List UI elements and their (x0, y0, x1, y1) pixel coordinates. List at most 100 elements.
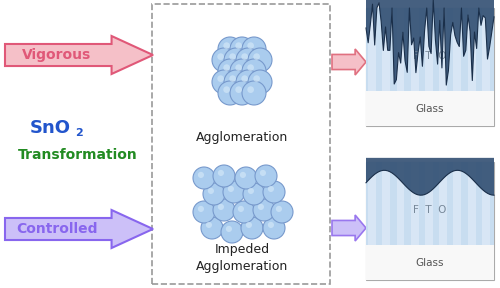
Circle shape (212, 70, 236, 94)
Bar (366, 162, 494, 280)
Circle shape (242, 59, 266, 83)
Circle shape (236, 70, 260, 94)
Polygon shape (366, 158, 494, 195)
Polygon shape (332, 49, 366, 75)
Bar (366, 8, 494, 126)
Circle shape (255, 165, 277, 187)
Circle shape (243, 183, 265, 205)
Bar (152, 4, 330, 284)
Circle shape (233, 201, 255, 223)
Circle shape (230, 75, 236, 82)
Circle shape (238, 206, 244, 212)
Circle shape (263, 181, 285, 203)
Circle shape (254, 53, 260, 60)
Circle shape (224, 70, 248, 94)
Circle shape (276, 206, 282, 212)
Bar (439, 8, 447, 91)
Bar (482, 162, 490, 245)
Bar (482, 8, 490, 91)
Circle shape (268, 186, 274, 192)
Bar (396, 8, 404, 91)
Circle shape (193, 201, 215, 223)
Polygon shape (5, 36, 153, 74)
Text: SnO: SnO (30, 119, 71, 137)
Circle shape (206, 222, 212, 228)
Circle shape (193, 167, 215, 189)
Polygon shape (5, 210, 153, 248)
Bar (382, 8, 390, 91)
Text: Glass: Glass (416, 103, 444, 113)
Circle shape (230, 37, 254, 61)
Text: Controlled: Controlled (16, 222, 98, 236)
Circle shape (248, 86, 254, 93)
Circle shape (271, 201, 293, 223)
Circle shape (260, 170, 266, 176)
Circle shape (213, 165, 235, 187)
Bar (454, 162, 462, 245)
Circle shape (248, 64, 254, 71)
Circle shape (253, 199, 275, 221)
Circle shape (235, 167, 257, 189)
Circle shape (230, 53, 236, 60)
Circle shape (223, 181, 245, 203)
Circle shape (226, 226, 232, 232)
Circle shape (218, 59, 242, 83)
Circle shape (263, 217, 285, 239)
Circle shape (230, 59, 254, 83)
Circle shape (248, 42, 254, 49)
Circle shape (218, 170, 224, 176)
Circle shape (254, 75, 260, 82)
Circle shape (242, 53, 248, 60)
Circle shape (221, 221, 243, 243)
Text: F  T  O: F T O (414, 205, 446, 215)
Circle shape (224, 64, 230, 71)
Bar (366, 245, 494, 280)
Circle shape (218, 37, 242, 61)
Text: F  T  O: F T O (414, 51, 446, 61)
Circle shape (224, 48, 248, 72)
Circle shape (230, 81, 254, 105)
Bar (382, 162, 390, 245)
Bar (368, 162, 376, 245)
Bar (468, 8, 475, 91)
Bar (368, 8, 376, 91)
Bar (411, 8, 418, 91)
Text: Impeded
Agglomeration: Impeded Agglomeration (196, 243, 288, 273)
Circle shape (203, 183, 225, 205)
Circle shape (224, 86, 230, 93)
Circle shape (248, 188, 254, 194)
Circle shape (236, 86, 242, 93)
Bar (366, 162, 494, 245)
Circle shape (228, 186, 234, 192)
Circle shape (218, 75, 224, 82)
Circle shape (240, 172, 246, 178)
Circle shape (213, 199, 235, 221)
Circle shape (198, 172, 204, 178)
Bar (425, 162, 433, 245)
Text: 2: 2 (75, 128, 83, 138)
Circle shape (218, 53, 224, 60)
Bar (468, 162, 475, 245)
Circle shape (242, 75, 248, 82)
Bar (425, 8, 433, 91)
Bar (411, 162, 418, 245)
Polygon shape (332, 215, 366, 241)
Bar (366, 8, 494, 91)
Circle shape (198, 206, 204, 212)
Bar (454, 8, 462, 91)
Bar (366, 91, 494, 126)
Circle shape (241, 217, 263, 239)
Text: Agglomeration: Agglomeration (196, 132, 288, 145)
Text: Vigorous: Vigorous (22, 48, 92, 62)
Circle shape (236, 48, 260, 72)
Circle shape (246, 222, 252, 228)
Circle shape (242, 81, 266, 105)
Bar (396, 162, 404, 245)
Circle shape (268, 222, 274, 228)
Circle shape (248, 70, 272, 94)
Circle shape (248, 48, 272, 72)
Circle shape (201, 217, 223, 239)
Circle shape (224, 42, 230, 49)
Circle shape (236, 64, 242, 71)
Polygon shape (366, 0, 494, 85)
